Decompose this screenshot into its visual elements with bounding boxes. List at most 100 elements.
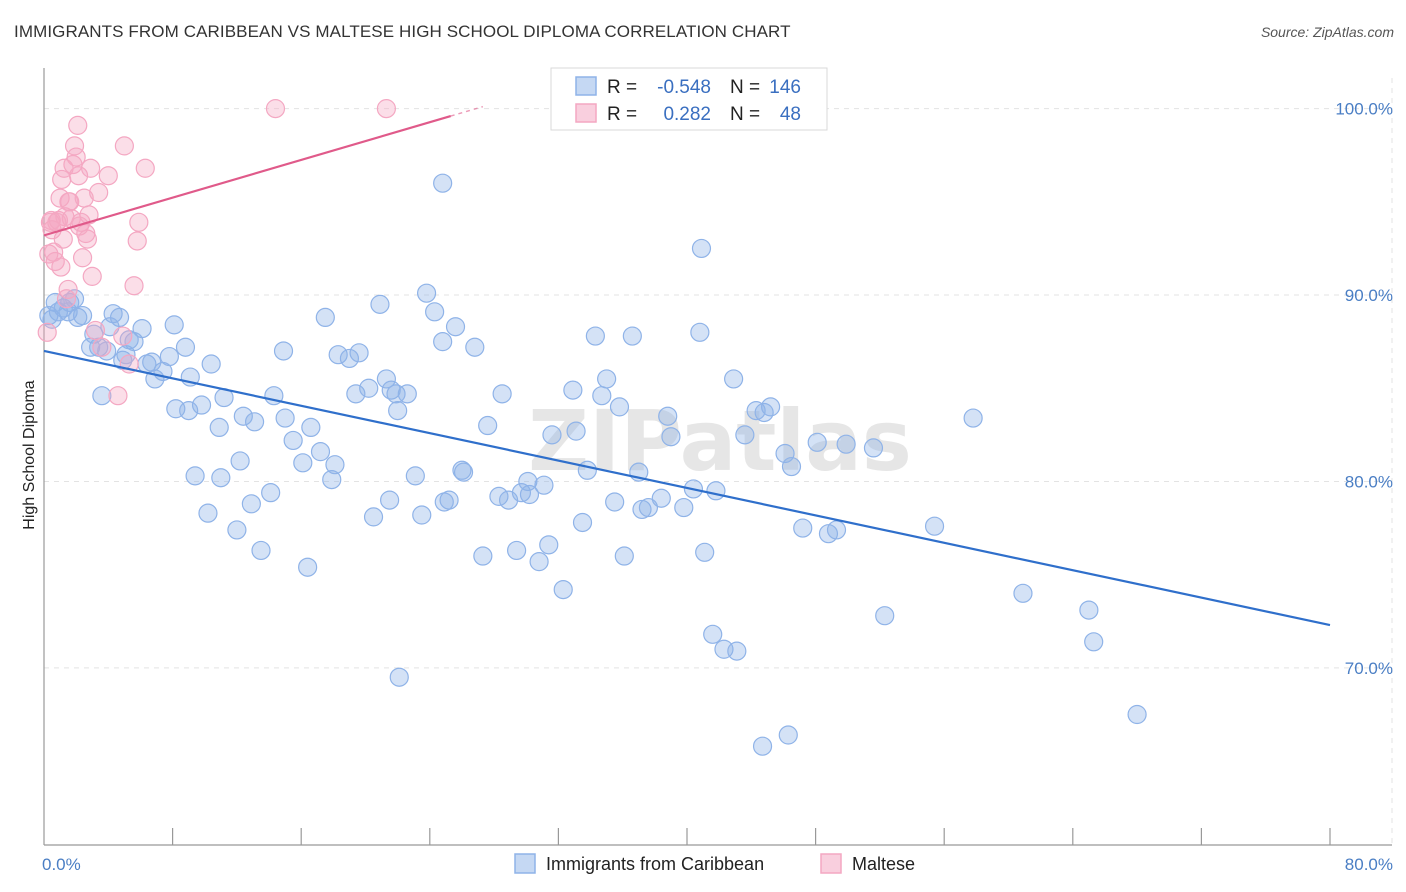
caribbean-point-97	[691, 238, 712, 259]
caribbean-point-103	[386, 384, 406, 404]
maltese-point-19	[68, 115, 88, 135]
caribbean-point-101	[349, 343, 369, 363]
maltese-point-33	[108, 386, 128, 406]
caribbean-point-68	[651, 488, 671, 508]
caribbean-point-63	[597, 369, 617, 389]
legend-r-value-2: 0.282	[663, 104, 711, 125]
caribbean-point-73	[695, 542, 715, 562]
caribbean-point-27	[233, 406, 253, 426]
legend-r-value-1: -0.548	[657, 77, 711, 98]
caribbean-point-102	[315, 307, 335, 328]
maltese-point-30	[89, 182, 109, 203]
source-credit: Source: ZipAtlas.com	[1260, 24, 1394, 40]
caribbean-point-47	[433, 332, 453, 352]
caribbean-point-93	[1084, 632, 1104, 652]
maltese-point-18	[66, 147, 86, 167]
caribbean-point-33	[301, 417, 321, 437]
caribbean-point-60	[566, 421, 586, 441]
caribbean-point-52	[478, 415, 498, 436]
y-tick-label-0: 70.0%	[1345, 659, 1393, 678]
caribbean-point-106	[198, 503, 218, 523]
caribbean-point-126	[142, 352, 162, 372]
caribbean-point-123	[412, 505, 432, 525]
caribbean-point-94	[1127, 704, 1147, 725]
legend-n-label-1: N =	[730, 77, 760, 98]
caribbean-point-114	[452, 460, 472, 480]
caribbean-point-30	[273, 341, 294, 361]
caribbean-point-139	[563, 380, 583, 400]
maltese-point-46	[68, 166, 89, 186]
caribbean-point-104	[230, 451, 250, 471]
maltese-point-37	[127, 231, 147, 251]
caribbean-point-69	[661, 427, 681, 447]
caribbean-point-107	[227, 520, 247, 540]
caribbean-point-58	[542, 425, 562, 445]
caribbean-point-67	[638, 497, 659, 518]
caribbean-point-96	[778, 725, 798, 745]
maltese-point-47	[59, 192, 79, 212]
caribbean-point-66	[632, 499, 652, 520]
caribbean-point-36	[328, 345, 348, 365]
caribbean-point-82	[781, 456, 802, 477]
maltese-point-26	[79, 205, 99, 225]
caribbean-point-32	[293, 453, 313, 473]
caribbean-point-136	[434, 492, 454, 512]
caribbean-point-65	[614, 546, 634, 566]
trend-lines	[43, 105, 1331, 627]
caribbean-point-122	[380, 490, 400, 510]
grid-lines	[44, 78, 1393, 845]
chart-title: IMMIGRANTS FROM CARIBBEAN VS MALTESE HIG…	[14, 22, 791, 41]
caribbean-point-77	[735, 425, 755, 445]
maltese-point-2	[40, 212, 61, 232]
caribbean-point-35	[322, 470, 342, 490]
maltese-point-27	[81, 158, 101, 178]
caribbean-point-99	[389, 667, 409, 687]
caribbean-point-127	[92, 386, 112, 406]
caribbean-point-108	[251, 540, 271, 561]
caribbean-point-112	[185, 466, 205, 486]
maltese-point-38	[129, 212, 149, 232]
caribbean-point-28	[244, 412, 265, 432]
caribbean-trend-line	[43, 349, 1331, 627]
x-tick-label-0: 0.0%	[42, 855, 81, 874]
caribbean-point-131	[39, 305, 59, 326]
caribbean-point-141	[658, 406, 678, 426]
maltese-point-22	[72, 248, 93, 268]
caribbean-point-145	[534, 475, 554, 495]
caribbean-point-143	[727, 641, 747, 661]
caribbean-point-140	[605, 492, 625, 512]
caribbean-point-144	[826, 520, 847, 540]
maltese-point-25	[77, 229, 98, 249]
maltese-trend-extension	[450, 105, 484, 117]
caribbean-point-134	[325, 455, 345, 475]
y-axis-label: High School Diploma	[21, 380, 38, 530]
y-tick-label-2: 90.0%	[1345, 286, 1393, 305]
caribbean-point-51	[465, 337, 485, 357]
caribbean-point-92	[1079, 600, 1099, 620]
maltese-point-5	[45, 251, 65, 272]
caribbean-point-109	[298, 557, 318, 577]
caribbean-point-37	[339, 348, 360, 369]
caribbean-point-49	[445, 317, 466, 337]
maltese-point-45	[113, 326, 133, 346]
caribbean-point-61	[577, 460, 597, 480]
axes	[43, 68, 1392, 846]
caribbean-point-110	[261, 483, 281, 503]
x-tick-labels: 0.0% 80.0%	[42, 855, 1393, 874]
caribbean-point-57	[529, 552, 549, 572]
caribbean-point-55	[507, 540, 527, 561]
x-tick-label-1: 80.0%	[1345, 855, 1393, 874]
caribbean-point-34	[310, 442, 331, 462]
y-tick-label-3: 100.0%	[1335, 100, 1393, 119]
caribbean-point-135	[363, 507, 384, 527]
data-points	[37, 99, 1147, 756]
bottom-legend-label-caribbean: Immigrants from Caribbean	[546, 854, 764, 874]
maltese-point-44	[51, 257, 71, 277]
maltese-point-28	[82, 266, 102, 286]
caribbean-point-43	[397, 384, 417, 404]
caribbean-point-118	[572, 512, 593, 533]
maltese-point-41	[376, 99, 396, 119]
y-tick-labels: 70.0% 80.0% 90.0% 100.0%	[1335, 100, 1393, 678]
maltese-point-40	[265, 99, 286, 119]
caribbean-point-98	[433, 173, 453, 193]
